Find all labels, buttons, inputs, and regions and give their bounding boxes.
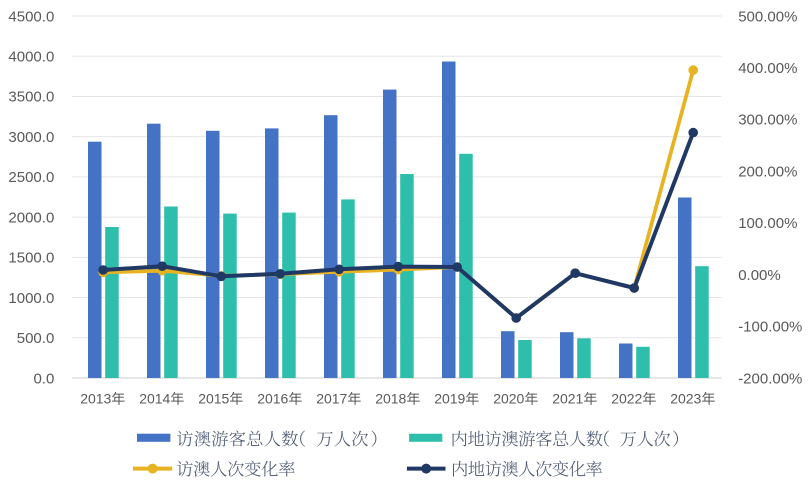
svg-text:400.00%: 400.00% [738, 60, 797, 77]
svg-text:500.00%: 500.00% [738, 8, 797, 25]
svg-text:2018: 2018 [375, 391, 406, 407]
svg-text:300.00%: 300.00% [738, 112, 797, 129]
svg-text:4000.0: 4000.0 [8, 49, 54, 66]
svg-text:2500.0: 2500.0 [8, 169, 54, 186]
svg-text:2013: 2013 [80, 391, 111, 407]
svg-text:1500.0: 1500.0 [8, 250, 54, 267]
svg-text:4500.0: 4500.0 [8, 8, 54, 25]
svg-text:2015: 2015 [198, 391, 229, 407]
svg-text:500.0: 500.0 [17, 330, 55, 347]
svg-text:2021: 2021 [552, 391, 583, 407]
svg-text:0.00%: 0.00% [738, 267, 781, 284]
svg-text:2014: 2014 [139, 391, 170, 407]
svg-text:2023: 2023 [670, 391, 701, 407]
svg-text:-100.00%: -100.00% [738, 319, 802, 336]
svg-text:2017: 2017 [316, 391, 347, 407]
svg-text:2019: 2019 [434, 391, 465, 407]
svg-text:-200.00%: -200.00% [738, 370, 802, 387]
svg-text:2016: 2016 [257, 391, 288, 407]
svg-text:2000.0: 2000.0 [8, 209, 54, 226]
svg-text:200.00%: 200.00% [738, 163, 797, 180]
svg-text:2020: 2020 [493, 391, 524, 407]
svg-text:1000.0: 1000.0 [8, 290, 54, 307]
svg-text:100.00%: 100.00% [738, 215, 797, 232]
svg-text:3500.0: 3500.0 [8, 89, 54, 106]
svg-text:3000.0: 3000.0 [8, 129, 54, 146]
svg-text:0.0: 0.0 [33, 370, 54, 387]
svg-text:2022: 2022 [611, 391, 642, 407]
